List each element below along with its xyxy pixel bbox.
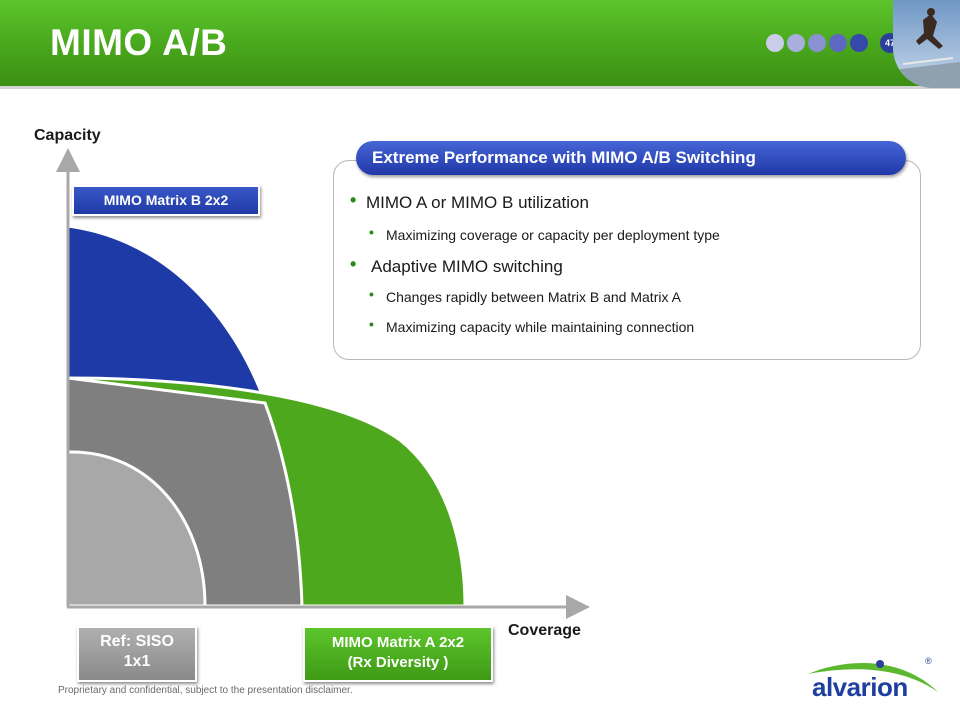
sub-bullet-dot-icon: • [369,316,374,332]
progress-dot [766,34,784,52]
sub-bullet-dot-icon: • [369,224,374,240]
tag-matrix-a-line2: (Rx Diversity ) [347,654,449,671]
registered-mark: ® [925,656,932,666]
progress-dot [808,34,826,52]
bullet-dot-icon: • [350,254,357,274]
header-photo [893,0,960,88]
bullet-2-sub-1: Changes rapidly between Matrix B and Mat… [386,289,681,305]
x-axis-label: Coverage [508,622,581,639]
alvarion-logo: alvarion [812,672,908,702]
tag-matrix-a: MIMO Matrix A 2x2 (Rx Diversity ) [303,626,493,682]
tag-matrix-a-line1: MIMO Matrix A 2x2 [331,634,465,651]
progress-dots [766,34,868,52]
y-axis-label: Capacity [34,127,101,144]
tag-siso-line2: 1x1 [123,653,151,670]
tag-siso: Ref: SISO 1x1 [77,626,197,682]
region-siso [66,450,207,608]
progress-dot [829,34,847,52]
tag-siso-line1: Ref: SISO [100,633,174,650]
bullet-1-sub-1: Maximizing coverage or capacity per depl… [386,227,720,243]
bullet-2-sub-2: Maximizing capacity while maintaining co… [386,319,695,335]
disclaimer: Proprietary and confidential, subject to… [58,685,353,696]
bullet-1: MIMO A or MIMO B utilization [366,193,589,212]
header-divider [0,86,960,89]
progress-dot [787,34,805,52]
features-panel [333,160,921,360]
panel-heading: Extreme Performance with MIMO A/B Switch… [356,141,906,175]
progress-dot [850,34,868,52]
bullet-2: Adaptive MIMO switching [371,257,563,276]
tag-matrix-b: MIMO Matrix B 2x2 [72,185,260,216]
alvarion-swoosh-icon [808,660,938,692]
sub-bullet-dot-icon: • [369,286,374,302]
slide-title: MIMO A/B [50,22,228,63]
bullet-dot-icon: • [350,190,357,210]
